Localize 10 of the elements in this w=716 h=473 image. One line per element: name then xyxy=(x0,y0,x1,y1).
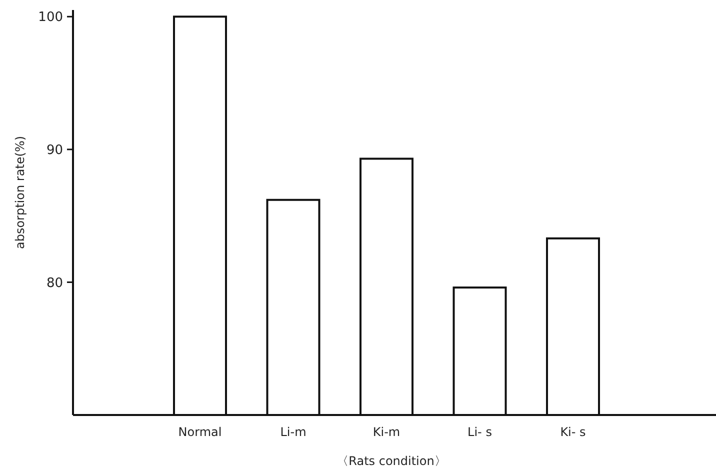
y-axis-title: absorption rate(%) xyxy=(13,136,27,250)
x-tick-label: Li-m xyxy=(280,425,306,439)
x-tick-label: Ki- s xyxy=(560,425,586,439)
y-tick-label: 90 xyxy=(46,142,63,158)
y-tick-label: 100 xyxy=(38,10,63,26)
x-tick-label: Normal xyxy=(178,425,222,439)
x-axis-title: 〈Rats condition〉 xyxy=(336,454,446,468)
x-tick-label: Li- s xyxy=(468,425,492,439)
x-tick-label: Ki-m xyxy=(372,425,400,439)
y-tick-label: 80 xyxy=(46,276,63,291)
